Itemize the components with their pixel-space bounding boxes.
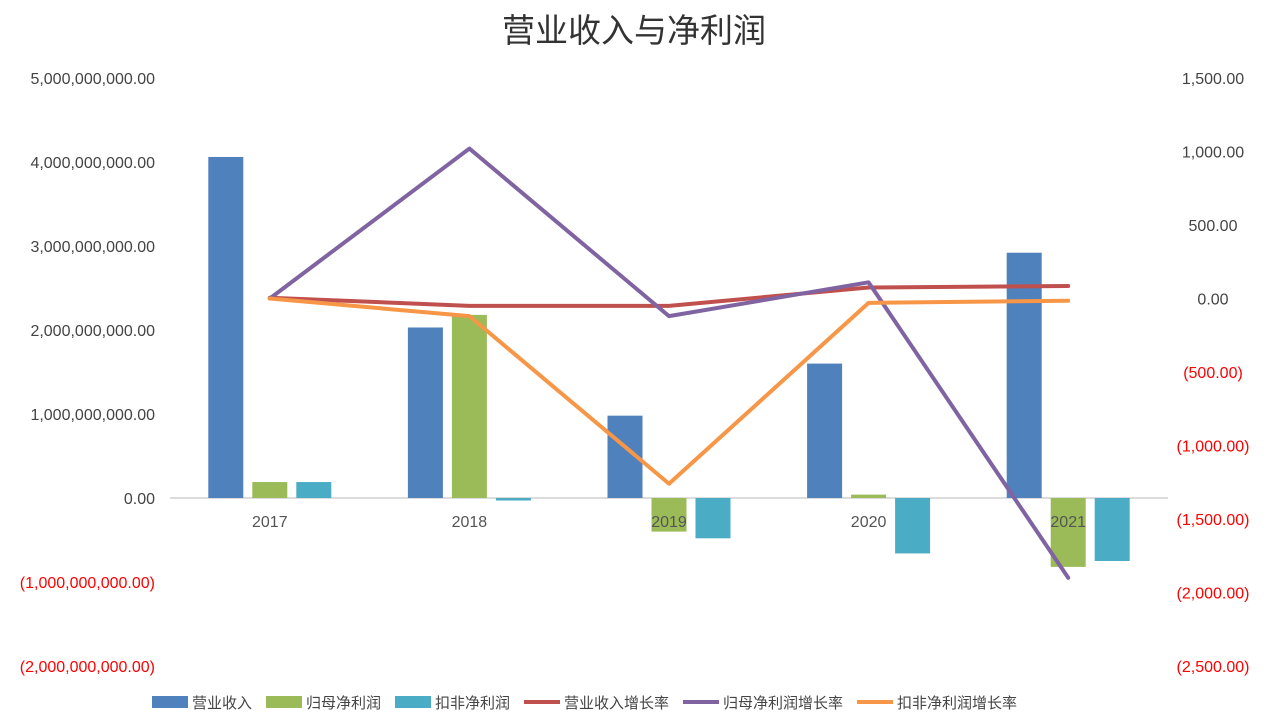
right-axis-tick-label: (1,500.00) bbox=[1177, 512, 1250, 529]
category-label: 2020 bbox=[851, 514, 887, 531]
left-axis-tick-label: 0.00 bbox=[124, 491, 155, 508]
right-axis-tick-label: (2,500.00) bbox=[1177, 659, 1250, 676]
bar bbox=[651, 498, 687, 532]
legend-label: 营业收入 bbox=[192, 694, 252, 712]
right-axis-tick-label: (1,000.00) bbox=[1177, 439, 1250, 456]
legend-item: 营业收入 bbox=[152, 694, 252, 712]
left-axis-tick-label: 5,000,000,000.00 bbox=[30, 71, 155, 88]
legend-label: 归母净利润增长率 bbox=[723, 694, 843, 712]
legend-item: 归母净利润 bbox=[266, 694, 381, 712]
chart-title: 营业收入与净利润 bbox=[502, 11, 766, 50]
bar bbox=[495, 498, 531, 501]
category-label: 2018 bbox=[452, 514, 488, 531]
bar bbox=[252, 482, 288, 498]
category-label: 2019 bbox=[651, 514, 687, 531]
bar-series-group bbox=[208, 156, 1130, 567]
bar bbox=[1006, 252, 1042, 498]
right-axis-tick-label: 1,500.00 bbox=[1182, 71, 1244, 88]
line-series-group bbox=[267, 146, 1071, 580]
legend-item: 扣非净利润增长率 bbox=[857, 694, 1017, 712]
bar bbox=[807, 363, 843, 498]
left-axis-tick-label: (1,000,000,000.00) bbox=[20, 575, 155, 592]
category-labels: 2017 2018 2019 2020 2021 bbox=[252, 514, 1086, 531]
legend-swatch bbox=[395, 696, 431, 708]
legend-label: 营业收入增长率 bbox=[564, 694, 669, 712]
bar bbox=[695, 498, 731, 539]
legend-swatch bbox=[152, 696, 188, 708]
left-axis-tick-label: 1,000,000,000.00 bbox=[30, 407, 155, 424]
bar bbox=[851, 494, 887, 498]
right-axis-tick-label: 0.00 bbox=[1197, 292, 1228, 309]
legend-item: 归母净利润增长率 bbox=[683, 694, 843, 712]
bar bbox=[895, 498, 931, 554]
legend-label: 归母净利润 bbox=[306, 694, 381, 712]
left-axis-tick-label: (2,000,000,000.00) bbox=[20, 659, 155, 676]
bar bbox=[296, 482, 332, 498]
left-axis: 5,000,000,000.00 4,000,000,000.00 3,000,00… bbox=[20, 71, 155, 676]
right-axis: 1,500.00 1,000.00 500.00 0.00 (500.00) (1,000… bbox=[1177, 71, 1250, 676]
left-axis-tick-label: 3,000,000,000.00 bbox=[30, 239, 155, 256]
bar bbox=[451, 314, 487, 498]
line-series bbox=[267, 146, 1071, 580]
bar bbox=[1050, 498, 1086, 567]
bar bbox=[407, 327, 443, 498]
bar bbox=[208, 156, 244, 498]
legend-label: 扣非净利润 bbox=[435, 694, 510, 712]
right-axis-tick-label: 1,000.00 bbox=[1182, 145, 1244, 162]
legend-item: 扣非净利润 bbox=[395, 694, 510, 712]
line-series bbox=[267, 284, 1071, 308]
right-axis-tick-label: (500.00) bbox=[1183, 365, 1243, 382]
category-label: 2017 bbox=[252, 514, 288, 531]
left-axis-tick-label: 2,000,000,000.00 bbox=[30, 323, 155, 340]
legend-item: 营业收入增长率 bbox=[524, 694, 669, 712]
right-axis-tick-label: 500.00 bbox=[1189, 218, 1238, 235]
legend-label: 扣非净利润增长率 bbox=[897, 694, 1017, 712]
legend-swatch bbox=[266, 696, 302, 708]
line-series bbox=[267, 296, 1071, 486]
right-axis-tick-label: (2,000.00) bbox=[1177, 586, 1250, 603]
category-label: 2021 bbox=[1050, 514, 1086, 531]
left-axis-tick-label: 4,000,000,000.00 bbox=[30, 155, 155, 172]
legend: 营业收入 归母净利润 扣非净利润 营业收入增长率 归母净利润增长率 扣非净利润增长率 bbox=[152, 694, 1017, 712]
bar bbox=[1094, 498, 1130, 561]
